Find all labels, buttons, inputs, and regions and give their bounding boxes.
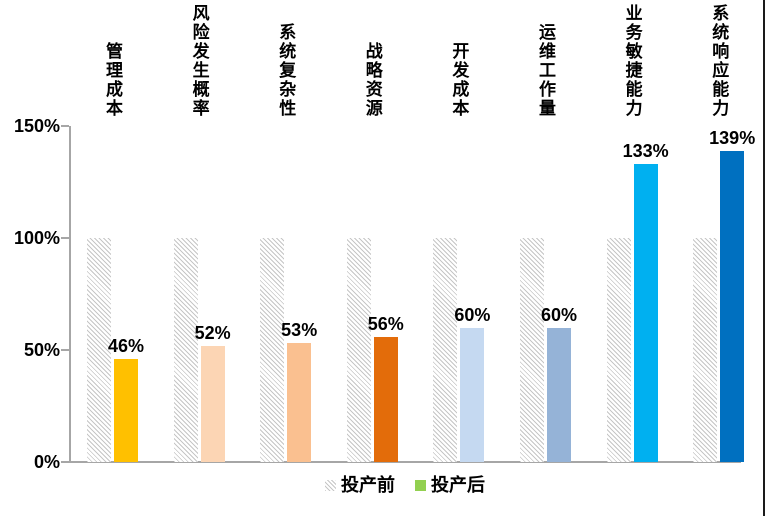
pre-bar-3 bbox=[346, 238, 371, 462]
y-tick-label-3: 150% bbox=[13, 116, 60, 136]
post-bar-6 bbox=[633, 164, 658, 462]
x-axis-line bbox=[69, 461, 741, 463]
category-label-7: 系统响应能力 bbox=[709, 4, 729, 118]
pre-bar-6 bbox=[606, 238, 631, 462]
post-bar-1 bbox=[200, 345, 225, 462]
pre-bar-7 bbox=[693, 238, 718, 462]
value-label-6: 133% bbox=[622, 141, 669, 162]
y-tick-label-1: 50% bbox=[23, 340, 60, 360]
value-label-3: 56% bbox=[367, 313, 404, 334]
category-label-5: 运维工作量 bbox=[536, 23, 555, 118]
post-bar-5 bbox=[547, 327, 571, 462]
category-label-3: 战略资源 bbox=[362, 42, 382, 118]
category-label-1: 风险发生概率 bbox=[189, 4, 209, 118]
pre-bar-5 bbox=[520, 238, 544, 462]
green-swatch-icon bbox=[415, 479, 426, 491]
category-label-0: 管理成本 bbox=[103, 42, 122, 118]
category-label-2: 系统复杂性 bbox=[276, 23, 296, 118]
y-tick-0 bbox=[61, 461, 69, 463]
value-label-4: 60% bbox=[454, 304, 491, 325]
value-label-0: 46% bbox=[107, 335, 145, 356]
value-label-1: 52% bbox=[194, 322, 231, 343]
y-tick-3 bbox=[61, 125, 69, 127]
chart-legend: 投产前 投产后 bbox=[69, 474, 741, 496]
category-label-6: 业务敏捷能力 bbox=[622, 4, 642, 118]
y-tick-2 bbox=[61, 237, 69, 239]
post-bar-2 bbox=[287, 343, 312, 462]
legend-item-pre: 投产前 bbox=[325, 474, 395, 496]
right-border-line bbox=[763, 0, 765, 516]
value-label-2: 53% bbox=[281, 320, 318, 341]
legend-label-pre: 投产前 bbox=[341, 475, 395, 495]
y-tick-label-2: 100% bbox=[13, 228, 60, 248]
post-bar-0 bbox=[114, 358, 138, 462]
post-bar-7 bbox=[720, 150, 745, 462]
y-tick-1 bbox=[61, 349, 69, 351]
pre-bar-1 bbox=[173, 238, 198, 462]
value-label-5: 60% bbox=[540, 304, 578, 325]
y-tick-label-0: 0% bbox=[33, 452, 60, 472]
value-label-7: 139% bbox=[709, 127, 756, 148]
hatched-swatch-icon bbox=[325, 479, 336, 491]
pre-bar-4 bbox=[433, 238, 458, 462]
category-label-4: 开发成本 bbox=[449, 42, 469, 118]
legend-item-post: 投产后 bbox=[415, 474, 485, 496]
post-bar-4 bbox=[460, 327, 485, 462]
y-axis-line bbox=[69, 126, 71, 462]
pre-bar-2 bbox=[260, 238, 285, 462]
pre-bar-0 bbox=[87, 238, 111, 462]
post-bar-3 bbox=[373, 336, 398, 462]
legend-label-post: 投产后 bbox=[431, 475, 485, 495]
